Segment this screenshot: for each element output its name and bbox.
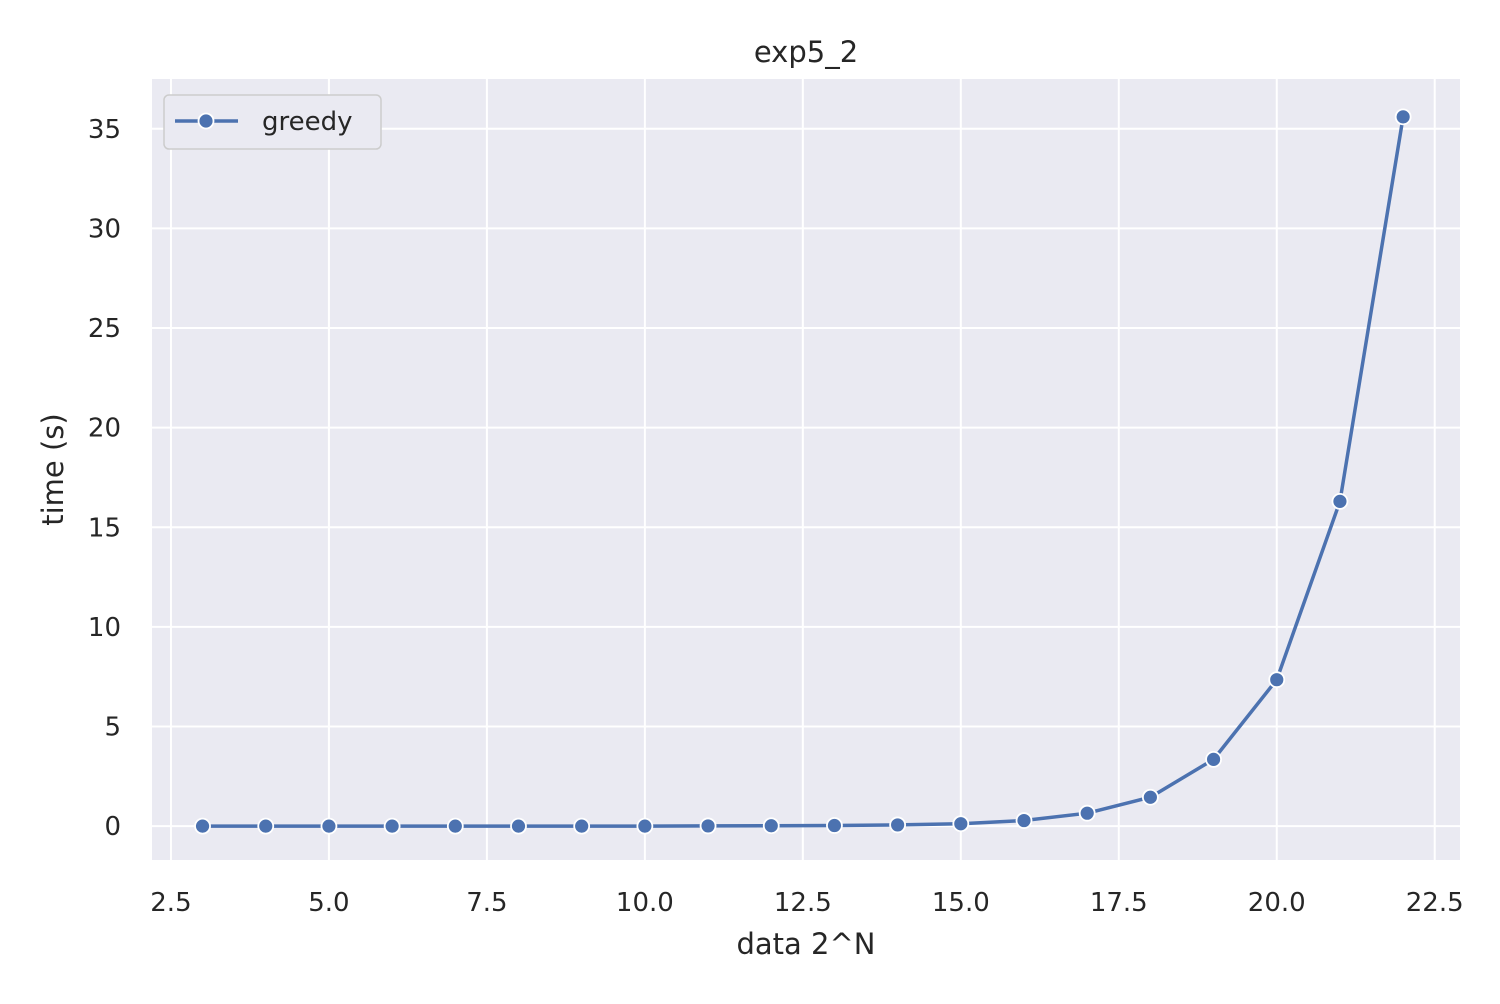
x-tick-label: 10.0 <box>616 888 674 918</box>
legend: greedy <box>163 94 382 150</box>
data-point <box>1015 812 1033 829</box>
y-tick-label: 5 <box>104 713 121 743</box>
tick-labels: 2.5 5.0 7.5 10.0 12.5 15.0 17.5 20.0 22.5 0 5 10 15 2… <box>88 115 1464 918</box>
x-tick-label: 2.5 <box>150 888 191 918</box>
data-point <box>1078 804 1096 822</box>
x-tick-label: 7.5 <box>466 888 507 918</box>
data-point <box>446 817 464 835</box>
data-point <box>1205 750 1222 768</box>
y-tick-label: 15 <box>88 513 121 543</box>
data-point <box>1394 108 1412 126</box>
y-tick-label: 0 <box>104 812 121 842</box>
data-point <box>1331 492 1349 510</box>
y-tick-label: 20 <box>88 414 121 444</box>
x-tick-label: 12.5 <box>774 888 832 918</box>
data-point <box>383 817 401 835</box>
y-tick-label: 30 <box>88 214 121 244</box>
data-point <box>257 817 275 835</box>
y-tick-label: 35 <box>88 115 121 145</box>
x-axis-label: data 2^N <box>737 927 876 961</box>
grid <box>152 79 1460 860</box>
x-tick-label: 5.0 <box>308 888 349 918</box>
x-tick-label: 15.0 <box>932 888 990 918</box>
data-point <box>573 817 591 835</box>
data-point <box>194 817 211 835</box>
data-point <box>510 817 527 835</box>
legend-marker-swatch <box>197 112 215 130</box>
legend-label: greedy <box>262 107 353 137</box>
data-point <box>1268 671 1286 689</box>
data-point <box>1141 788 1159 806</box>
data-point <box>826 817 843 834</box>
y-tick-label: 10 <box>88 613 121 643</box>
y-axis-label: time (s) <box>36 413 70 525</box>
data-point <box>636 817 654 835</box>
plot-background <box>152 79 1460 860</box>
x-tick-label: 20.0 <box>1248 888 1306 918</box>
data-point <box>320 817 338 835</box>
data-point <box>889 816 907 834</box>
y-tick-label: 25 <box>88 314 121 344</box>
data-point <box>699 817 717 835</box>
chart-title: exp5_2 <box>754 35 858 69</box>
data-point <box>762 817 780 835</box>
x-tick-label: 17.5 <box>1090 888 1148 918</box>
series-layer <box>194 108 1412 835</box>
data-point <box>952 815 970 833</box>
series-line-greedy <box>202 116 1405 828</box>
legend-box <box>163 94 382 150</box>
x-tick-label: 22.5 <box>1406 888 1464 918</box>
